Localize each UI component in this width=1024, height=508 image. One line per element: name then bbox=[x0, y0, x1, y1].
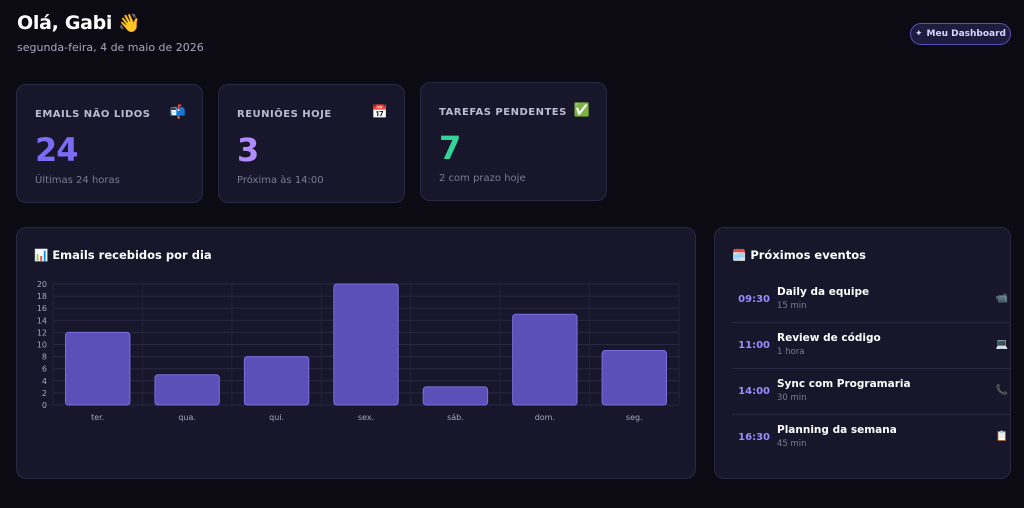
calendar-icon: 📅 bbox=[371, 105, 388, 120]
stat-label: REUNIÕES HOJE bbox=[237, 109, 332, 120]
chart-title: 📊 Emails recebidos por dia bbox=[34, 248, 212, 262]
events-title: 🗓️ Próximos eventos bbox=[732, 248, 866, 262]
x-tick-label: ter. bbox=[91, 413, 104, 422]
event-title: Planning da semana bbox=[777, 424, 897, 436]
stat-label: TAREFAS PENDENTES bbox=[439, 107, 567, 118]
laptop-icon: 💻 bbox=[995, 339, 1008, 350]
event-item[interactable]: 16:30 Planning da semana 45 min 📋 bbox=[732, 415, 1010, 461]
y-tick-label: 8 bbox=[42, 353, 47, 362]
stat-card-meetings-today: REUNIÕES HOJE 📅 3 Próxima às 14:00 bbox=[218, 84, 405, 203]
event-duration: 1 hora bbox=[777, 347, 805, 357]
event-title: Review de código bbox=[777, 332, 881, 344]
upcoming-events-panel: 🗓️ Próximos eventos 09:30 Daily da equip… bbox=[714, 227, 1011, 479]
y-tick-label: 18 bbox=[37, 292, 47, 301]
x-tick-label: sáb. bbox=[447, 413, 464, 422]
stat-card-pending-tasks: TAREFAS PENDENTES ✅ 7 2 com prazo hoje bbox=[420, 82, 607, 201]
event-time: 16:30 bbox=[738, 432, 770, 443]
bar bbox=[65, 331, 131, 406]
stat-value: 24 bbox=[35, 131, 79, 169]
my-dashboard-button[interactable]: ✦ Meu Dashboard bbox=[910, 23, 1011, 45]
event-duration: 45 min bbox=[777, 439, 807, 449]
bar bbox=[601, 350, 667, 406]
chart-title-text: Emails recebidos por dia bbox=[52, 248, 212, 262]
event-item[interactable]: 14:00 Sync com Programaria 30 min 📞 bbox=[732, 369, 1010, 415]
x-tick-label: seg. bbox=[626, 413, 643, 422]
event-time: 09:30 bbox=[738, 294, 770, 305]
x-tick-label: qui. bbox=[269, 413, 284, 422]
y-tick-label: 16 bbox=[37, 304, 47, 313]
emails-bar-chart: 0 2 4 6 8 10 12 14 16 18 20 ter. qua. qui. sex. sáb. dom… bbox=[37, 280, 680, 422]
check-mark-icon: ✅ bbox=[573, 103, 590, 118]
mailbox-icon: 📬 bbox=[169, 105, 186, 120]
y-tick-label: 10 bbox=[37, 341, 47, 350]
event-duration: 30 min bbox=[777, 393, 807, 403]
phone-icon: 📞 bbox=[995, 385, 1008, 396]
x-tick-label: qua. bbox=[178, 413, 196, 422]
y-tick-label: 14 bbox=[37, 316, 47, 325]
waving-hand-icon: 👋 bbox=[118, 12, 141, 34]
stat-subtitle: 2 com prazo hoje bbox=[439, 173, 526, 184]
header: Olá, Gabi 👋 segunda-feira, 4 de maio de … bbox=[17, 12, 204, 54]
video-camera-icon: 📹 bbox=[995, 293, 1008, 304]
current-date: segunda-feira, 4 de maio de 2026 bbox=[17, 41, 204, 54]
greeting-text: Olá, Gabi bbox=[17, 12, 113, 34]
bar bbox=[422, 386, 489, 406]
event-item[interactable]: 11:00 Review de código 1 hora 💻 bbox=[732, 323, 1010, 369]
bar bbox=[154, 374, 220, 406]
sparkle-icon: ✦ bbox=[914, 29, 923, 39]
calendar-spiral-icon: 🗓️ bbox=[732, 248, 747, 262]
y-tick-label: 4 bbox=[42, 377, 47, 386]
y-tick-label: 6 bbox=[42, 365, 47, 374]
bar bbox=[512, 313, 578, 406]
y-tick-label: 20 bbox=[37, 280, 47, 289]
y-tick-label: 2 bbox=[42, 389, 47, 398]
events-title-text: Próximos eventos bbox=[750, 248, 866, 262]
y-tick-label: 0 bbox=[42, 401, 47, 410]
my-dashboard-label: Meu Dashboard bbox=[926, 29, 1007, 39]
stat-label: EMAILS NÃO LIDOS bbox=[35, 109, 151, 120]
event-duration: 15 min bbox=[777, 301, 807, 311]
stat-value: 7 bbox=[439, 129, 461, 167]
stat-card-unread-emails: EMAILS NÃO LIDOS 📬 24 Últimas 24 horas bbox=[16, 84, 203, 203]
event-item[interactable]: 09:30 Daily da equipe 15 min 📹 bbox=[732, 277, 1010, 323]
bar bbox=[333, 283, 399, 406]
event-time: 11:00 bbox=[738, 340, 770, 351]
bar bbox=[243, 356, 310, 406]
bar-chart-icon: 📊 bbox=[34, 248, 49, 262]
event-time: 14:00 bbox=[738, 386, 770, 397]
event-title: Daily da equipe bbox=[777, 286, 870, 298]
x-tick-label: dom. bbox=[535, 413, 555, 422]
emails-chart-panel: 📊 Emails recebidos por dia 0 2 4 6 8 10 12 14 16… bbox=[16, 227, 696, 479]
greeting: Olá, Gabi 👋 bbox=[17, 12, 204, 34]
x-tick-label: sex. bbox=[358, 413, 374, 422]
clipboard-icon: 📋 bbox=[995, 431, 1008, 442]
y-tick-label: 12 bbox=[37, 328, 47, 337]
stat-value: 3 bbox=[237, 131, 259, 169]
event-title: Sync com Programaria bbox=[777, 378, 911, 390]
stat-subtitle: Próxima às 14:00 bbox=[237, 175, 324, 186]
stat-subtitle: Últimas 24 horas bbox=[35, 175, 120, 186]
